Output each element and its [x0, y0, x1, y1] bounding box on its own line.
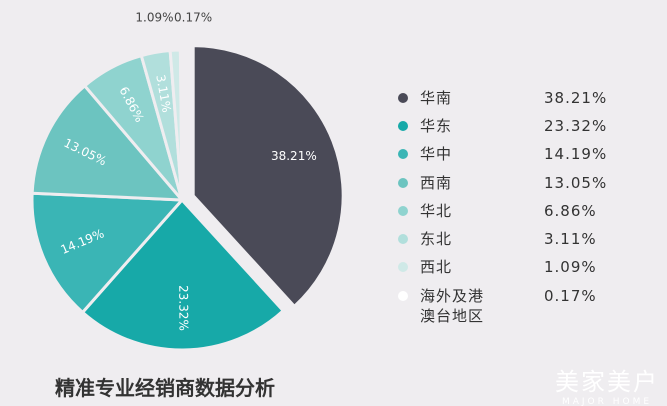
legend-label: 华北: [420, 202, 453, 220]
legend-value: 0.17%: [544, 287, 597, 305]
legend-marker: [398, 206, 408, 216]
legend-item: 华东 23.32%: [398, 116, 628, 136]
legend-item: 东北 3.11%: [398, 229, 628, 249]
slice-label: 23.32%: [176, 285, 190, 331]
legend-label: 西北: [420, 258, 453, 276]
pie-slice: [30, 191, 186, 315]
chart-title: 精准专业经销商数据分析: [55, 376, 275, 400]
legend-item: 海外及港澳台地区 0.17%: [398, 286, 628, 326]
legend-marker: [398, 262, 408, 272]
slice-label: 0.17%: [174, 11, 212, 25]
legend-marker: [398, 291, 408, 301]
slice-label: 1.09%: [135, 11, 173, 25]
watermark-title: 美家美户: [555, 368, 659, 396]
legend-value: 14.19%: [544, 145, 608, 163]
slice-label: 3.11%: [153, 74, 173, 114]
legend-marker: [398, 234, 408, 244]
legend-marker: [398, 93, 408, 103]
legend-item: 华北 6.86%: [398, 201, 628, 221]
legend-item: 华南 38.21%: [398, 88, 628, 108]
legend-label: 海外及港澳台地区: [420, 287, 485, 325]
watermark: 美家美户 MAJOR HOME: [555, 362, 659, 406]
pie-slice: [80, 197, 286, 352]
legend-value: 13.05%: [544, 174, 608, 192]
legend-value: 1.09%: [544, 258, 597, 276]
slice-label: 38.21%: [271, 149, 317, 163]
legend-label: 华中: [420, 145, 453, 163]
pie-slice: [30, 83, 186, 202]
pie-slice: [178, 48, 184, 201]
legend-label: 华南: [420, 89, 453, 107]
legend-marker: [398, 178, 408, 188]
legend-label: 东北: [420, 230, 453, 248]
legend-marker: [398, 149, 408, 159]
watermark-subtitle: MAJOR HOME: [561, 397, 653, 406]
legend-item: 西南 13.05%: [398, 173, 628, 193]
legend-value: 3.11%: [544, 230, 597, 248]
legend-item: 华中 14.19%: [398, 144, 628, 164]
legend-value: 23.32%: [544, 117, 608, 135]
legend-item: 西北 1.09%: [398, 257, 628, 277]
legend-value: 38.21%: [544, 89, 608, 107]
legend-value: 6.86%: [544, 202, 597, 220]
legend-label: 西南: [420, 174, 453, 192]
legend-marker: [398, 121, 408, 131]
pie-slice: [191, 44, 345, 309]
legend-label: 华东: [420, 117, 453, 135]
